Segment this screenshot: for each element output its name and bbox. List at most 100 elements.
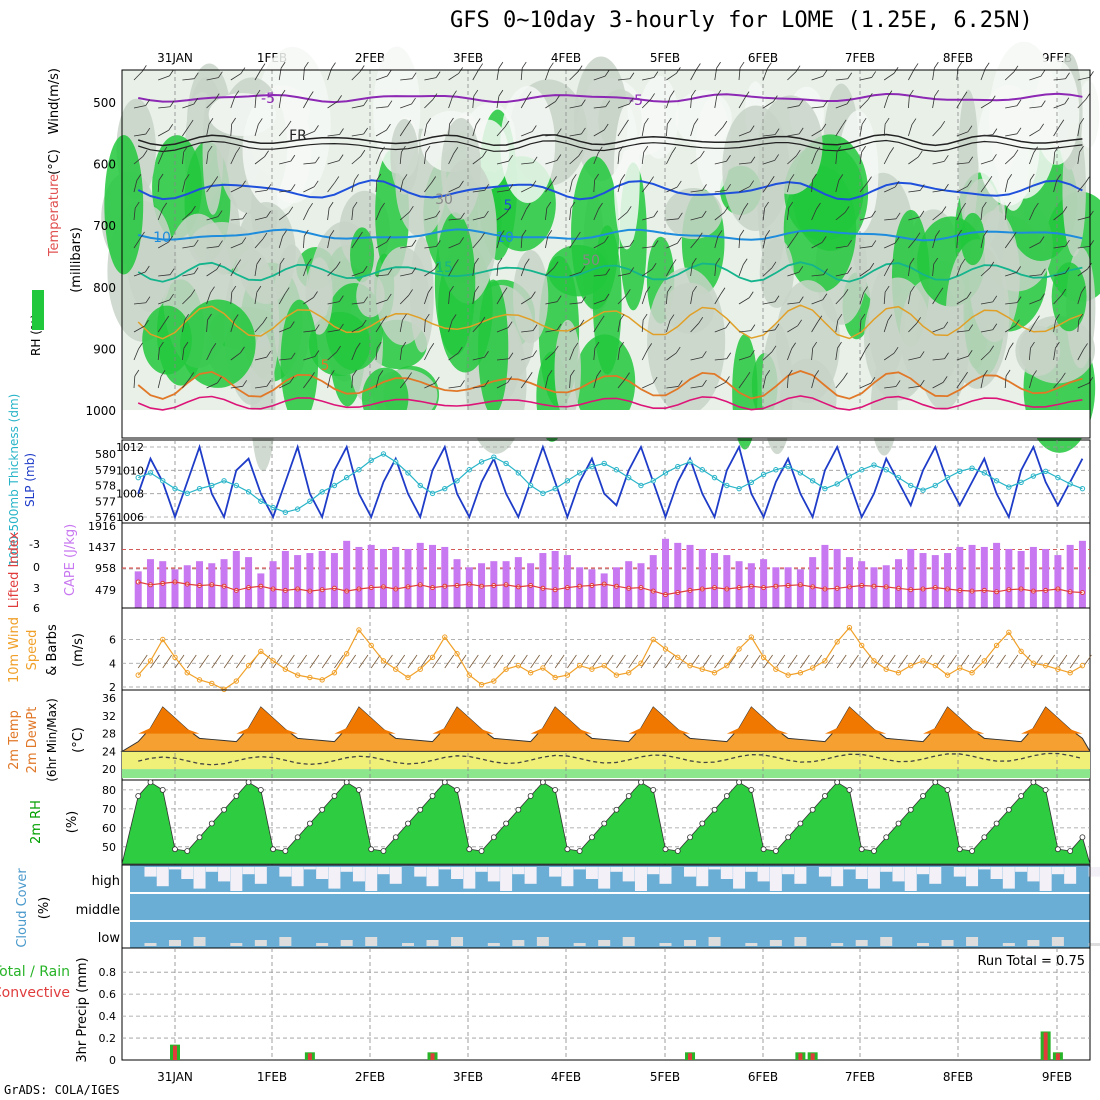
cape-bar	[956, 546, 964, 608]
wind-barb	[327, 351, 337, 361]
wind-barb	[399, 211, 410, 221]
wind-barb	[133, 105, 146, 109]
wind-barb	[1004, 180, 1009, 193]
cloud-high-gap	[512, 867, 525, 875]
slp-tick: 1008	[116, 488, 144, 501]
wind-barb	[738, 208, 745, 221]
wind-barb	[1053, 103, 1065, 109]
rh-blob	[675, 90, 732, 147]
wind-barb	[932, 212, 943, 221]
wind-barb	[690, 356, 703, 361]
cloud-high-gap	[696, 867, 709, 887]
wind-barb-flag	[933, 61, 939, 69]
wind-barb	[520, 297, 532, 305]
wind-barb-flag	[1061, 372, 1066, 380]
cloud-low-gap	[316, 943, 329, 946]
date-label-top: 3FEB	[453, 51, 483, 65]
wind-barb-flag	[983, 370, 988, 377]
wind-barb	[883, 96, 889, 109]
wind-barb	[327, 236, 331, 249]
wind-barb	[666, 292, 668, 305]
wind-barb-flag	[208, 118, 214, 125]
wind-barb	[787, 133, 800, 137]
cloud-high-gap	[659, 867, 672, 884]
cloud-high-gap	[524, 867, 537, 884]
cloud-low-gap	[230, 943, 243, 946]
wind-barb	[569, 71, 579, 81]
date-label-bottom: 7FEB	[845, 1070, 875, 1084]
wind-barb-flag	[742, 258, 748, 265]
precip-bar-convective	[688, 1053, 693, 1060]
cloud-low-gap	[1088, 943, 1100, 946]
cloud-low-gap	[487, 943, 500, 946]
wind-barb	[375, 299, 388, 305]
wind-barb-flag	[256, 285, 262, 293]
wind-barb	[496, 160, 509, 165]
cape-bar	[441, 546, 449, 608]
wind-barb	[182, 273, 195, 277]
cape-bar	[698, 548, 706, 608]
cloud-high-gap	[610, 867, 623, 872]
wind-barb	[593, 152, 599, 165]
wind-barb-flag	[401, 341, 407, 349]
wind-barb	[859, 216, 872, 221]
wind-barb-flag	[843, 289, 849, 296]
wind-barb	[424, 182, 433, 193]
wind-barb-flag	[553, 345, 559, 353]
cloud-low-gap	[1002, 943, 1015, 946]
cloud-high-gap	[156, 867, 169, 887]
rh2m-point	[503, 820, 509, 827]
li-tick: 3	[33, 582, 40, 595]
wind-barb-flag	[967, 180, 972, 187]
wind-barb-flag	[913, 63, 919, 70]
cloud-high-gap	[647, 867, 660, 875]
wind-barb	[787, 302, 800, 305]
wind-barb-flag	[531, 291, 536, 298]
cloud-low-gap	[279, 937, 292, 946]
cloud-high-gap	[426, 867, 439, 887]
wind-barb	[884, 186, 896, 193]
wind-barb	[375, 129, 387, 137]
wind-barb-flag	[314, 350, 320, 357]
cloud-low-gap	[880, 937, 893, 946]
wind-barb	[811, 180, 813, 193]
cloud-high-gap	[475, 867, 488, 872]
cape-bar	[833, 548, 841, 608]
precip-bar-convective	[1055, 1053, 1060, 1060]
wind-barb	[593, 180, 596, 193]
wind-barb	[980, 267, 991, 277]
wind-barb-flag	[644, 117, 649, 125]
wind-barb-flag	[547, 230, 553, 237]
contour-label: 15	[435, 260, 453, 276]
wind-barb	[884, 242, 896, 249]
cape-bar	[1066, 544, 1074, 608]
wind-barb	[811, 299, 823, 305]
ylabel-temp-unit: (°C)	[71, 727, 86, 753]
ylabel-cloud: Cloud Cover	[15, 868, 30, 948]
cloud-high-gap	[414, 867, 427, 877]
wind-barb	[593, 321, 601, 333]
wind-barb	[811, 274, 824, 277]
wind-barb-flag	[532, 350, 537, 357]
wind-barb-flag	[667, 285, 672, 293]
wind-barb-flag	[812, 173, 817, 181]
wind-barb-flag	[629, 72, 635, 79]
wind-barb-flag	[457, 346, 463, 354]
rh-blob	[574, 334, 636, 430]
cape-bar	[563, 555, 571, 608]
wind-barb	[666, 124, 668, 137]
wind-barb-flag	[628, 97, 634, 105]
cape-bar	[514, 557, 522, 608]
wind-barb	[787, 325, 798, 333]
cloud-high-gap	[818, 867, 831, 877]
wind-barb	[980, 236, 984, 249]
wind-barb-flag	[1064, 97, 1070, 104]
cape-bar	[1029, 546, 1037, 608]
wind-barb-flag	[168, 235, 173, 243]
wind-barb	[980, 208, 983, 221]
cape-bar	[600, 573, 608, 608]
wind-barb-flag	[314, 324, 320, 331]
rh2m-point	[270, 846, 277, 853]
date-label-bottom: 4FEB	[551, 1070, 581, 1084]
contour-label: 50	[582, 253, 600, 269]
